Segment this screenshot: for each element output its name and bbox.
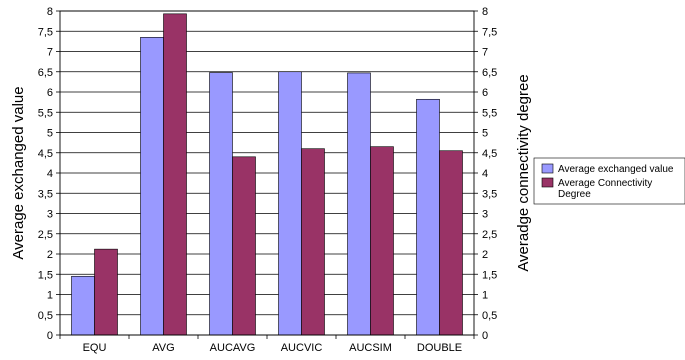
left-tick-label: 0,5 [38, 310, 53, 322]
gridlines [60, 10, 474, 336]
right-tick-label: 1,5 [482, 269, 497, 281]
left-tick-label: 4,5 [38, 148, 53, 160]
bar-equ-series-1 [71, 275, 95, 336]
bar-avg-series-1 [140, 37, 164, 336]
right-tick-label: 3,5 [482, 188, 497, 200]
x-tick-label: AUCVIC [281, 342, 323, 354]
left-tick-label: 7,5 [38, 26, 53, 38]
bars [71, 13, 463, 336]
left-tick-label: 3 [47, 209, 53, 221]
right-tick-label: 6,5 [482, 67, 497, 79]
x-tick-label: AUCSIM [349, 342, 392, 354]
left-tick-label: 4 [47, 168, 53, 180]
left-tick-label: 5 [47, 128, 53, 140]
bar-double-series-2 [439, 150, 463, 336]
right-tick-label: 8 [482, 6, 488, 18]
left-tick-label: 6,5 [38, 67, 53, 79]
legend-box [533, 157, 685, 205]
right-tick-label: 7,5 [482, 26, 497, 38]
x-tick-label: AUCAVG [210, 342, 256, 354]
bar-aucsim-series-2 [370, 146, 394, 336]
right-tick-label: 0 [482, 330, 488, 342]
x-tick-label: DOUBLE [417, 342, 462, 354]
legend: Average exchanged value Average Connecti… [533, 157, 685, 205]
right-tick-label: 7 [482, 47, 488, 59]
left-tick-label: 0 [47, 330, 53, 342]
right-tick-label: 4,5 [482, 148, 497, 160]
legend-swatch-series-1 [541, 163, 554, 174]
left-tick-label: 2 [47, 249, 53, 261]
x-tick-label: EQU [83, 342, 107, 354]
right-tick-label: 1 [482, 290, 488, 302]
bar-aucvic-series-2 [301, 148, 325, 336]
right-tick-label: 4 [482, 168, 488, 180]
bar-aucsim-series-1 [347, 72, 371, 336]
left-axis-ticks: 0 0,5 1 1,5 2 2,5 3 3,5 4 4,5 5 5,5 6 6,5 7 7,5 8 [38, 6, 60, 342]
left-tick-label: 2,5 [38, 229, 53, 241]
right-tick-label: 5 [482, 128, 488, 140]
bar-equ-series-2 [94, 248, 118, 336]
left-tick-label: 7 [47, 47, 53, 59]
right-tick-label: 5,5 [482, 107, 497, 119]
y-axis-title: Average exchanged value [10, 86, 27, 259]
bar-aucvic-series-1 [278, 71, 302, 336]
right-tick-label: 2 [482, 249, 488, 261]
left-tick-label: 1 [47, 290, 53, 302]
y2-axis-title: Averadge connectivity degree [515, 74, 532, 271]
left-tick-label: 3,5 [38, 188, 53, 200]
legend-label-series-2-line-1: Average Connectivity [558, 178, 652, 189]
bar-aucavg-series-1 [209, 72, 233, 336]
right-tick-label: 6 [482, 87, 488, 99]
bar-aucavg-series-2 [232, 156, 256, 336]
x-tick-label: AVG [152, 342, 174, 354]
right-tick-label: 0,5 [482, 310, 497, 322]
right-tick-label: 3 [482, 209, 488, 221]
left-tick-label: 5,5 [38, 107, 53, 119]
bar-double-series-1 [416, 98, 440, 336]
legend-swatch-series-2 [541, 177, 554, 188]
left-tick-label: 6 [47, 87, 53, 99]
legend-label-series-1: Average exchanged value [558, 164, 674, 175]
left-tick-label: 8 [47, 6, 53, 18]
legend-label-series-2-line-2: Degree [558, 189, 591, 200]
left-tick-label: 1,5 [38, 269, 53, 281]
right-axis-ticks: 0 0,5 1 1,5 2 2,5 3 3,5 4 4,5 5 5,5 6 6,5 7 7,5 8 [474, 6, 497, 342]
right-tick-label: 2,5 [482, 229, 497, 241]
bar-avg-series-2 [163, 13, 187, 336]
x-axis-ticks: EQU AVG AUCAVG AUCVIC AUCSIM DOUBLE [59, 335, 475, 354]
